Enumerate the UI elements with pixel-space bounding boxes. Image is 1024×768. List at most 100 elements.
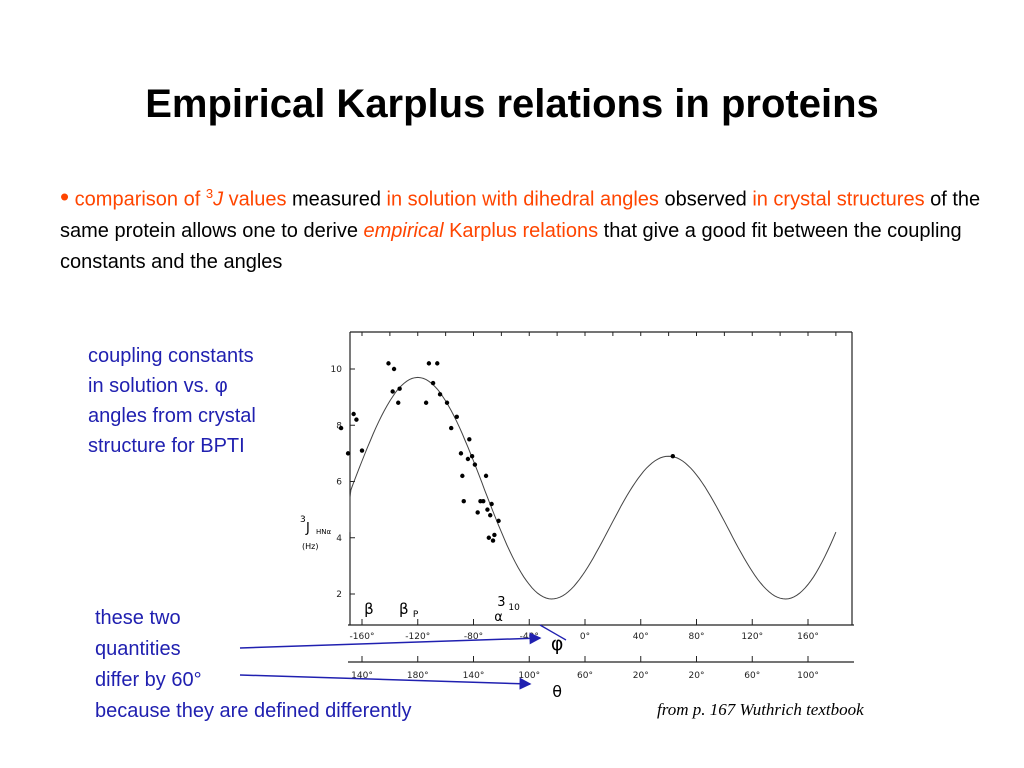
phi-tick-label: -120°	[405, 632, 430, 642]
data-point	[426, 361, 432, 366]
bullet-sup: 3	[205, 186, 214, 201]
data-point	[430, 380, 436, 386]
data-point	[496, 518, 501, 524]
data-point	[359, 448, 365, 453]
caption-line-1: coupling constants	[88, 345, 254, 367]
data-point	[458, 451, 464, 456]
data-point	[391, 366, 397, 372]
theta-tick-label: 20°	[633, 671, 649, 681]
theta-axis-label: θ	[552, 682, 562, 701]
karplus-curve	[349, 376, 837, 600]
bullet-text: • comparison of 3J values measured in so…	[60, 178, 990, 278]
data-point	[486, 535, 492, 540]
angle-note: these two quantities differ by 60° becau…	[95, 603, 515, 727]
data-point	[338, 425, 344, 431]
theta-tick-label: 140°	[351, 671, 373, 681]
data-point	[460, 473, 465, 479]
data-point	[461, 498, 466, 504]
note-line-4: because they are defined differently	[95, 700, 412, 722]
chart-marks: 246810-160°140°-120°180°-80°140°-40°100°…	[300, 332, 837, 701]
y-tick-label: 4	[336, 534, 342, 544]
bullet-part-11: that give a good fit between the couplin…	[60, 219, 962, 273]
theta-tick-label: 20°	[689, 671, 705, 681]
bullet-part-7: of the same protein allows one to derive	[60, 188, 981, 242]
data-point	[467, 437, 472, 442]
bullet-dot: •	[60, 181, 70, 212]
note-arrow-phi	[539, 624, 567, 641]
arrow-to-theta	[239, 674, 532, 690]
bullet-part-1: comparison of	[74, 188, 206, 211]
phi-axis-label: φ	[551, 633, 564, 655]
y-label-main: J	[305, 521, 310, 536]
data-point	[490, 538, 496, 543]
note-line-2: quantities	[95, 638, 181, 660]
bullet-part-4: in solution with dihedral angles	[386, 188, 659, 211]
bullet-part-2: values	[223, 188, 287, 211]
theta-tick-label: 140°	[463, 671, 485, 681]
data-point	[469, 453, 475, 459]
data-point	[485, 507, 490, 512]
y-unit-label: (Hz)	[302, 542, 318, 551]
arrow-to-phi	[239, 632, 542, 649]
phi-tick-label: -160°	[350, 632, 375, 642]
annotation-3-10-sub: 10	[508, 603, 520, 613]
phi-tick-label: -80°	[464, 632, 483, 642]
theta-tick-label: 180°	[407, 671, 429, 681]
chart-frame	[348, 331, 854, 663]
phi-tick-label: 80°	[689, 632, 705, 642]
phi-tick-label: -40°	[520, 632, 539, 642]
data-point	[396, 400, 401, 405]
caption-line-2: in solution vs. φ	[88, 375, 228, 397]
data-point	[475, 510, 480, 515]
data-point	[481, 498, 486, 504]
theta-tick-label: 100°	[518, 671, 540, 681]
phi-tick-label: 160°	[797, 632, 819, 642]
bullet-part-6: in crystal structures	[752, 188, 925, 211]
bullet-part-10: relations	[522, 219, 599, 242]
data-point	[386, 361, 391, 366]
phi-tick-label: 0°	[580, 632, 590, 642]
data-point	[345, 451, 351, 456]
theta-tick-label: 100°	[797, 671, 819, 681]
y-label-superscript: 3	[300, 515, 306, 525]
data-point	[472, 462, 478, 467]
y-tick-label: 2	[336, 590, 342, 600]
data-point	[351, 411, 356, 417]
note-line-1: these two	[95, 607, 181, 629]
note-line-3: differ by 60°	[95, 669, 202, 691]
data-point	[354, 417, 359, 422]
data-point	[423, 400, 429, 405]
annotation-beta-p-sub: P	[413, 610, 419, 620]
chart-caption: coupling constants in solution vs. φ ang…	[88, 341, 328, 461]
bullet-part-8: empirical	[363, 219, 444, 242]
data-point	[489, 501, 494, 507]
phi-tick-label: 120°	[741, 632, 763, 642]
bullet-part-9: Karplus	[443, 219, 523, 242]
y-tick-label: 8	[336, 421, 342, 431]
source-citation: from p. 167 Wuthrich textbook	[657, 700, 864, 719]
bullet-part-3: measured	[286, 188, 387, 211]
slide-title: Empirical Karplus relations in proteins	[145, 82, 879, 126]
data-point	[492, 532, 497, 538]
y-tick-label: 10	[331, 365, 343, 375]
caption-line-4: structure for BPTI	[88, 435, 245, 457]
data-point	[465, 456, 471, 462]
annotation-3-10: 3	[497, 595, 505, 610]
data-point	[483, 473, 489, 479]
theta-tick-label: 60°	[577, 671, 593, 681]
theta-tick-label: 60°	[744, 671, 760, 681]
y-tick-label: 6	[336, 478, 342, 488]
data-point	[488, 513, 493, 518]
data-point	[390, 389, 395, 394]
data-point	[449, 425, 454, 431]
bullet-j: J	[213, 188, 224, 211]
data-point	[670, 453, 676, 459]
annotation-beta: β	[364, 600, 374, 618]
data-point	[435, 361, 440, 366]
y-label-subscript: HNα	[316, 528, 332, 536]
annotation-alpha: α	[494, 610, 503, 625]
annotation-beta-p: β	[399, 600, 409, 618]
data-point	[454, 414, 459, 420]
caption-line-3: angles from crystal	[88, 405, 256, 427]
